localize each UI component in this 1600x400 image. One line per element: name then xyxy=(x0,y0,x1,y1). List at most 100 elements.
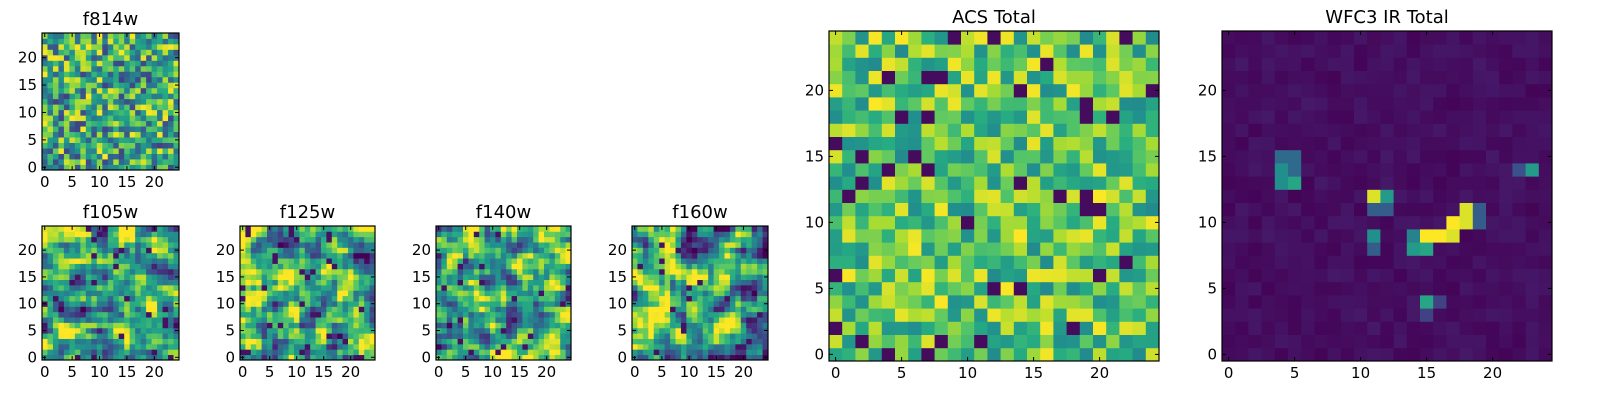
heatmap-cell xyxy=(1145,215,1160,230)
heatmap-cell xyxy=(124,290,131,297)
heatmap-cell xyxy=(146,242,152,248)
heatmap-cell xyxy=(1093,136,1107,151)
heatmap-cell xyxy=(118,301,125,307)
heatmap-cell xyxy=(713,242,720,248)
heatmap-cell xyxy=(713,333,720,339)
heatmap-cell xyxy=(63,349,70,356)
heatmap-cell xyxy=(522,317,529,323)
heatmap-cell xyxy=(47,295,54,302)
heatmap-cell xyxy=(42,38,48,45)
heatmap-cell xyxy=(157,295,163,302)
heatmap-cell xyxy=(506,242,512,248)
heatmap-cell xyxy=(69,115,76,122)
heatmap-cell xyxy=(484,268,491,275)
heatmap-cell xyxy=(1367,242,1381,256)
heatmap-cell xyxy=(517,284,523,291)
heatmap-cell xyxy=(157,333,163,339)
heatmap-cell xyxy=(463,258,469,264)
heatmap-cell xyxy=(1472,242,1487,256)
heatmap-cell xyxy=(868,189,883,203)
heatmap-cell xyxy=(162,54,169,61)
heatmap-cell xyxy=(675,306,682,313)
heatmap-cell xyxy=(1525,149,1540,164)
heatmap-cell xyxy=(1235,189,1249,203)
heatmap-cell xyxy=(987,83,1001,98)
heatmap-cell xyxy=(549,327,556,334)
heatmap-cell xyxy=(675,242,682,248)
heatmap-cell xyxy=(42,338,48,345)
heatmap-cell xyxy=(637,258,644,264)
heatmap-cell xyxy=(1354,295,1368,309)
heatmap-cell xyxy=(107,98,114,105)
heatmap-cell xyxy=(348,306,354,313)
heatmap-cell xyxy=(69,327,76,334)
heatmap-cell xyxy=(1538,334,1553,349)
heatmap-cell xyxy=(653,343,660,350)
heatmap-cell xyxy=(1354,202,1368,217)
heatmap-cell xyxy=(1433,57,1447,71)
heatmap-cell xyxy=(517,333,523,339)
heatmap-cell xyxy=(632,349,638,356)
heatmap-cell xyxy=(124,104,131,111)
heatmap-cell xyxy=(987,347,1001,362)
heatmap-cell xyxy=(157,290,163,297)
heatmap-cell xyxy=(1040,308,1054,322)
heatmap-cell xyxy=(69,159,76,165)
heatmap-cell xyxy=(1367,176,1381,190)
heatmap-cell xyxy=(1222,189,1236,203)
heatmap-cell xyxy=(691,338,698,345)
heatmap-cell xyxy=(315,252,322,259)
heatmap-cell xyxy=(642,258,649,264)
heatmap-cell xyxy=(868,202,883,217)
heatmap-cell xyxy=(921,242,935,256)
heatmap-cell xyxy=(74,333,81,339)
heatmap-cell xyxy=(468,301,475,307)
heatmap-cell xyxy=(1433,97,1447,111)
heatmap-cell xyxy=(80,236,87,243)
heatmap-cell xyxy=(735,333,742,339)
heatmap-cell xyxy=(69,236,76,243)
heatmap-cell xyxy=(1040,321,1054,335)
heatmap-cell xyxy=(490,252,496,259)
heatmap-cell xyxy=(463,252,469,259)
heatmap-cell xyxy=(326,333,333,339)
heatmap-cell xyxy=(288,268,295,275)
heatmap-cell xyxy=(729,338,736,345)
heatmap-cell xyxy=(80,301,87,307)
heatmap-cell xyxy=(294,274,300,280)
heatmap-cell xyxy=(80,115,87,122)
heatmap-cell xyxy=(52,49,59,56)
heatmap-cell xyxy=(102,306,109,313)
heatmap-cell xyxy=(113,71,120,78)
heatmap-cell xyxy=(69,65,76,72)
heatmap-cell xyxy=(47,65,54,72)
heatmap-cell xyxy=(337,231,343,238)
heatmap-cell xyxy=(1380,229,1394,243)
heatmap-cell xyxy=(746,311,753,318)
heatmap-cell xyxy=(1314,97,1328,111)
heatmap-cell xyxy=(1145,347,1160,362)
heatmap-cell xyxy=(1327,308,1342,322)
heatmap-cell xyxy=(358,349,365,356)
heatmap-cell xyxy=(855,123,869,137)
heatmap-cell xyxy=(921,202,935,217)
heatmap-cell xyxy=(91,54,98,61)
heatmap-cell xyxy=(80,71,87,78)
heatmap-cell xyxy=(245,268,252,275)
heatmap-cell xyxy=(987,308,1001,322)
heatmap-cell xyxy=(490,290,496,297)
heatmap-cell xyxy=(364,317,370,323)
heatmap-cell xyxy=(310,274,316,280)
heatmap-cell xyxy=(1093,57,1107,71)
heatmap-cell xyxy=(91,290,98,297)
heatmap-cell xyxy=(124,71,131,78)
heatmap-cell xyxy=(267,274,273,280)
heatmap-cell xyxy=(829,281,843,296)
heatmap-cell xyxy=(124,258,131,264)
heatmap-cell xyxy=(256,317,262,323)
heatmap-cell xyxy=(702,252,709,259)
heatmap-cell xyxy=(42,268,48,275)
heatmap-cell xyxy=(1079,149,1094,164)
heatmap-cell xyxy=(729,354,736,361)
heatmap-cell xyxy=(1538,97,1553,111)
